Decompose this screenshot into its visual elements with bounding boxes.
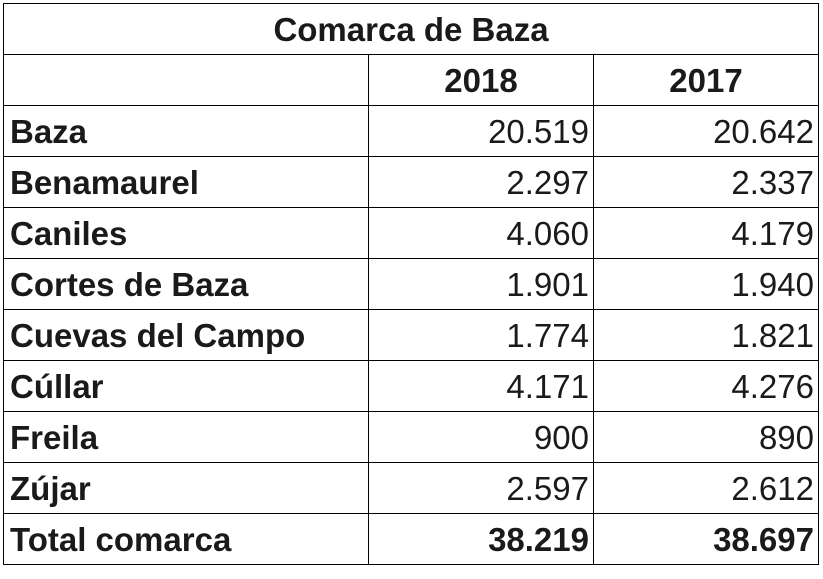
population-2017: 20.642 [593,105,819,157]
total-2018: 38.219 [368,513,594,565]
population-2017: 4.276 [593,360,819,412]
table-row: Benamaurel 2.297 2.337 [3,156,819,208]
header-2018: 2018 [368,54,594,106]
municipality-name: Cuevas del Campo [3,309,369,361]
municipality-name: Benamaurel [3,156,369,208]
population-2018: 1.774 [368,309,594,361]
population-table: Comarca de Baza 2018 2017 Baza 20.519 20… [3,3,819,565]
population-2018: 900 [368,411,594,463]
population-2018: 1.901 [368,258,594,310]
header-blank-cell [3,54,369,106]
population-2017: 1.821 [593,309,819,361]
table-row: Freila 900 890 [3,411,819,463]
population-2018: 4.060 [368,207,594,259]
total-label: Total comarca [3,513,369,565]
municipality-name: Zújar [3,462,369,514]
population-table-sheet: Comarca de Baza 2018 2017 Baza 20.519 20… [3,3,819,575]
table-row: Caniles 4.060 4.179 [3,207,819,259]
population-2017: 1.940 [593,258,819,310]
population-2017: 2.337 [593,156,819,208]
header-2017: 2017 [593,54,819,106]
population-2018: 2.597 [368,462,594,514]
population-2017: 4.179 [593,207,819,259]
population-2018: 4.171 [368,360,594,412]
municipality-name: Cortes de Baza [3,258,369,310]
table-title: Comarca de Baza [3,3,819,55]
population-2017: 890 [593,411,819,463]
municipality-name: Baza [3,105,369,157]
table-row: Baza 20.519 20.642 [3,105,819,157]
population-2018: 20.519 [368,105,594,157]
municipality-name: Cúllar [3,360,369,412]
title-row: Comarca de Baza [3,3,819,55]
total-row: Total comarca 38.219 38.697 [3,513,819,565]
header-row: 2018 2017 [3,54,819,106]
total-2017: 38.697 [593,513,819,565]
table-row: Zújar 2.597 2.612 [3,462,819,514]
municipality-name: Freila [3,411,369,463]
table-row: Cuevas del Campo 1.774 1.821 [3,309,819,361]
table-row: Cortes de Baza 1.901 1.940 [3,258,819,310]
population-2018: 2.297 [368,156,594,208]
municipality-name: Caniles [3,207,369,259]
population-2017: 2.612 [593,462,819,514]
table-row: Cúllar 4.171 4.276 [3,360,819,412]
